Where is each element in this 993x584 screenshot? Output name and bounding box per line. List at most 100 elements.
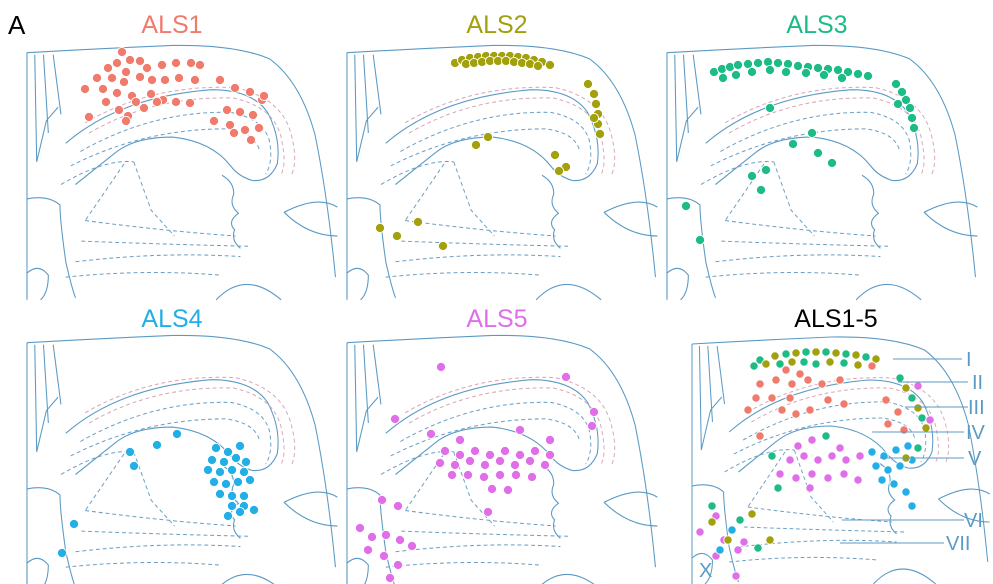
labeled-neuron-dot (494, 469, 506, 481)
labeled-neuron-dot (437, 240, 449, 252)
labeled-neuron-dot (159, 74, 171, 86)
labeled-neuron-dot (412, 216, 424, 228)
labeled-neuron-dot (793, 441, 803, 451)
labeled-neuron-dot (817, 379, 827, 389)
labeled-neuron-dot (839, 399, 849, 409)
lamina-label-i: I (966, 349, 972, 371)
labeled-neuron-dot (889, 479, 899, 489)
labeled-neuron-dot (895, 461, 905, 471)
labeled-neuron-dot (185, 57, 197, 69)
labeled-neuron-dot (549, 149, 561, 161)
labeled-neuron-dot (921, 423, 931, 433)
labeled-neuron-dot (464, 455, 476, 467)
spinal-atlas-outline (26, 44, 338, 301)
labeled-neuron-dot (805, 483, 815, 493)
labeled-neuron-dot (378, 550, 390, 562)
labeled-neuron-dot (124, 54, 136, 66)
labeled-neuron-dot (903, 441, 913, 451)
labeled-neuron-dot (482, 506, 494, 518)
labeled-neuron-dot (901, 487, 911, 497)
labeled-neuron-dot (867, 361, 877, 371)
labeled-neuron-dot (907, 393, 917, 403)
labeled-neuron-dot (773, 483, 783, 493)
labeled-neuron-dot (841, 349, 851, 359)
labeled-neuron-dot (908, 122, 920, 134)
labeled-neuron-dot (853, 360, 863, 370)
labeled-neuron-dot (731, 571, 741, 581)
labeled-neuron-dot (120, 115, 132, 127)
labeled-neuron-dot (853, 475, 863, 485)
labeled-neuron-dot (855, 451, 865, 461)
labeled-neuron-dot (765, 535, 775, 545)
labeled-neuron-dot (116, 46, 128, 58)
labeled-neuron-dot (560, 371, 572, 383)
labeled-neuron-dot (879, 451, 889, 461)
labeled-neuron-dot (733, 545, 743, 555)
panel-letter: A (8, 10, 26, 40)
labeled-neuron-dot (904, 102, 916, 114)
labeled-neuron-dot (791, 473, 801, 483)
labeled-neuron-dot (544, 59, 556, 71)
labeled-neuron-dot (210, 442, 222, 454)
labeled-neuron-dot (764, 64, 776, 76)
labeled-neuron-dot (83, 111, 95, 123)
labeled-neuron-dot (755, 184, 767, 196)
labeled-neuron-dot (727, 525, 737, 535)
labeled-neuron-dot (502, 484, 514, 496)
labeled-neuron-dot (482, 131, 494, 143)
dots-als3 (680, 56, 920, 246)
labeled-neuron-dot (917, 413, 927, 423)
labeled-neuron-dot (892, 98, 904, 110)
labeled-neuron-dot (226, 464, 238, 476)
labeled-neuron-dot (730, 69, 742, 81)
labeled-neuron-dot (800, 67, 812, 79)
dots-als5 (354, 361, 600, 584)
labeled-neuron-dot (214, 466, 226, 478)
labeled-neuron-dot (222, 446, 234, 458)
labeled-neuron-dot (588, 88, 600, 100)
labeled-neuron-dot (787, 357, 797, 367)
labeled-neuron-dot (746, 170, 758, 182)
labeled-neuron-dot (244, 86, 256, 98)
lamina-leaders (840, 358, 968, 544)
labeled-neuron-dot (130, 96, 142, 108)
labeled-neuron-dot (479, 459, 491, 471)
labeled-neuron-dot (454, 434, 466, 446)
labeled-neuron-dot (532, 60, 544, 72)
labeled-neuron-dot (749, 361, 759, 371)
labeled-neuron-dot (785, 393, 795, 403)
labeled-neuron-dot (680, 200, 692, 212)
labeled-neuron-dot (232, 476, 244, 488)
labeled-neuron-dot (694, 234, 706, 246)
labeled-neuron-dot (171, 428, 183, 440)
labeled-neuron-dot (799, 357, 809, 367)
labeled-neuron-dot (771, 375, 781, 385)
labeled-neuron-dot (877, 475, 887, 485)
labeled-neuron-dot (739, 537, 749, 547)
labeled-neuron-dot (812, 147, 824, 159)
labeled-neuron-dot (184, 97, 196, 109)
labeled-neuron-dot (781, 365, 791, 375)
labeled-neuron-dot (582, 78, 594, 90)
labeled-neuron-dot (895, 373, 905, 383)
labeled-neuron-dot (156, 59, 168, 71)
labeled-neuron-dot (234, 506, 246, 518)
labeled-neuron-dot (151, 439, 163, 451)
labeled-neuron-dot (785, 455, 795, 465)
labeled-neuron-dot (811, 347, 821, 357)
labeled-neuron-dot (901, 383, 911, 393)
panel-als1: ALS1 (26, 11, 338, 301)
labeled-neuron-dot (586, 420, 598, 432)
labeled-neuron-dot (374, 222, 386, 234)
labeled-neuron-dot (218, 456, 230, 468)
labeled-neuron-dot (470, 139, 482, 151)
labeled-neuron-dot (124, 446, 136, 458)
labeled-neuron-dot (253, 122, 265, 134)
labeled-neuron-dot (134, 55, 146, 67)
labeled-neuron-dot (695, 527, 705, 537)
labeled-neuron-dot (787, 138, 799, 150)
panel-title-combined: ALS1-5 (794, 305, 877, 333)
labeled-neuron-dot (821, 347, 831, 357)
labeled-neuron-dot (792, 60, 804, 72)
